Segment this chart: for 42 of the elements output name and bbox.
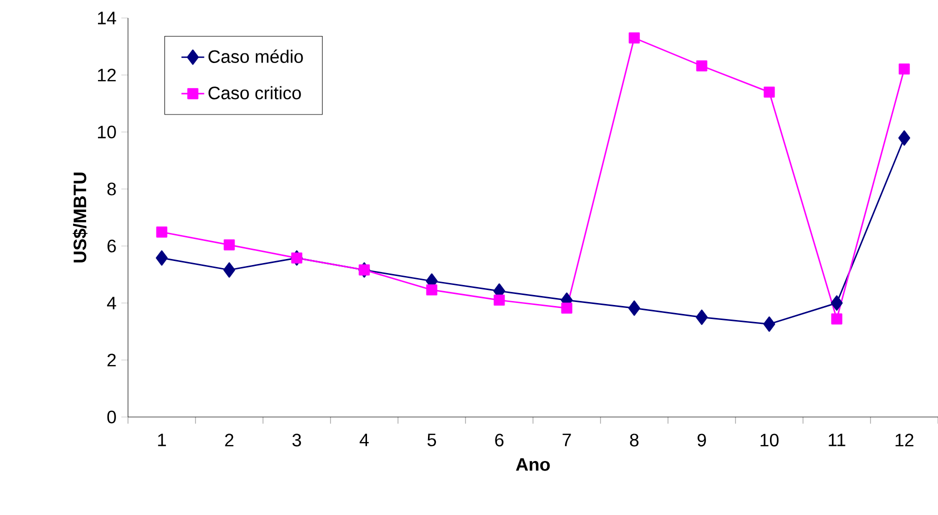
point <box>830 295 843 311</box>
x-tick-label: 8 <box>630 434 638 446</box>
point <box>898 130 910 146</box>
point <box>831 313 842 324</box>
x-tick-label: 7 <box>562 434 571 446</box>
x-tick-label: 9 <box>698 434 706 446</box>
legend-label: Caso médio <box>208 50 303 63</box>
point <box>561 302 572 314</box>
y-tick-label: 12 <box>98 68 116 82</box>
point <box>224 239 235 250</box>
x-tick-label: 4 <box>360 434 369 446</box>
point <box>898 63 910 75</box>
x-tick-label: 11 <box>828 434 846 446</box>
point <box>494 294 505 306</box>
point <box>426 284 438 296</box>
y-axis-title: US$/MBTU <box>72 172 88 262</box>
y-tick-label: 8 <box>107 182 116 196</box>
y-tick-label: 2 <box>108 354 116 366</box>
y-tick-label: 10 <box>98 126 116 138</box>
x-tick-label: 2 <box>225 434 234 446</box>
point <box>763 316 776 332</box>
x-tick-label: 5 <box>427 434 436 446</box>
x-tick-label: 3 <box>292 434 301 446</box>
x-tick-label: 10 <box>760 434 779 446</box>
point <box>156 250 168 266</box>
point <box>628 32 640 44</box>
x-axis-title: Ano <box>516 458 550 471</box>
x-tick-label: 1 <box>158 434 166 446</box>
y-tick-label: 0 <box>107 410 116 424</box>
x-tick-label: 12 <box>896 434 914 446</box>
y-tick-label: 6 <box>108 240 116 252</box>
x-tick-label: 6 <box>495 434 504 446</box>
y-tick-label: 4 <box>107 296 116 310</box>
point <box>696 60 708 72</box>
point <box>156 226 168 238</box>
point <box>764 86 775 98</box>
point <box>696 310 708 325</box>
point <box>223 262 236 278</box>
point <box>358 264 370 276</box>
point <box>628 300 640 316</box>
legend-label: Caso critico <box>208 86 301 100</box>
y-tick-label: 14 <box>98 12 116 24</box>
